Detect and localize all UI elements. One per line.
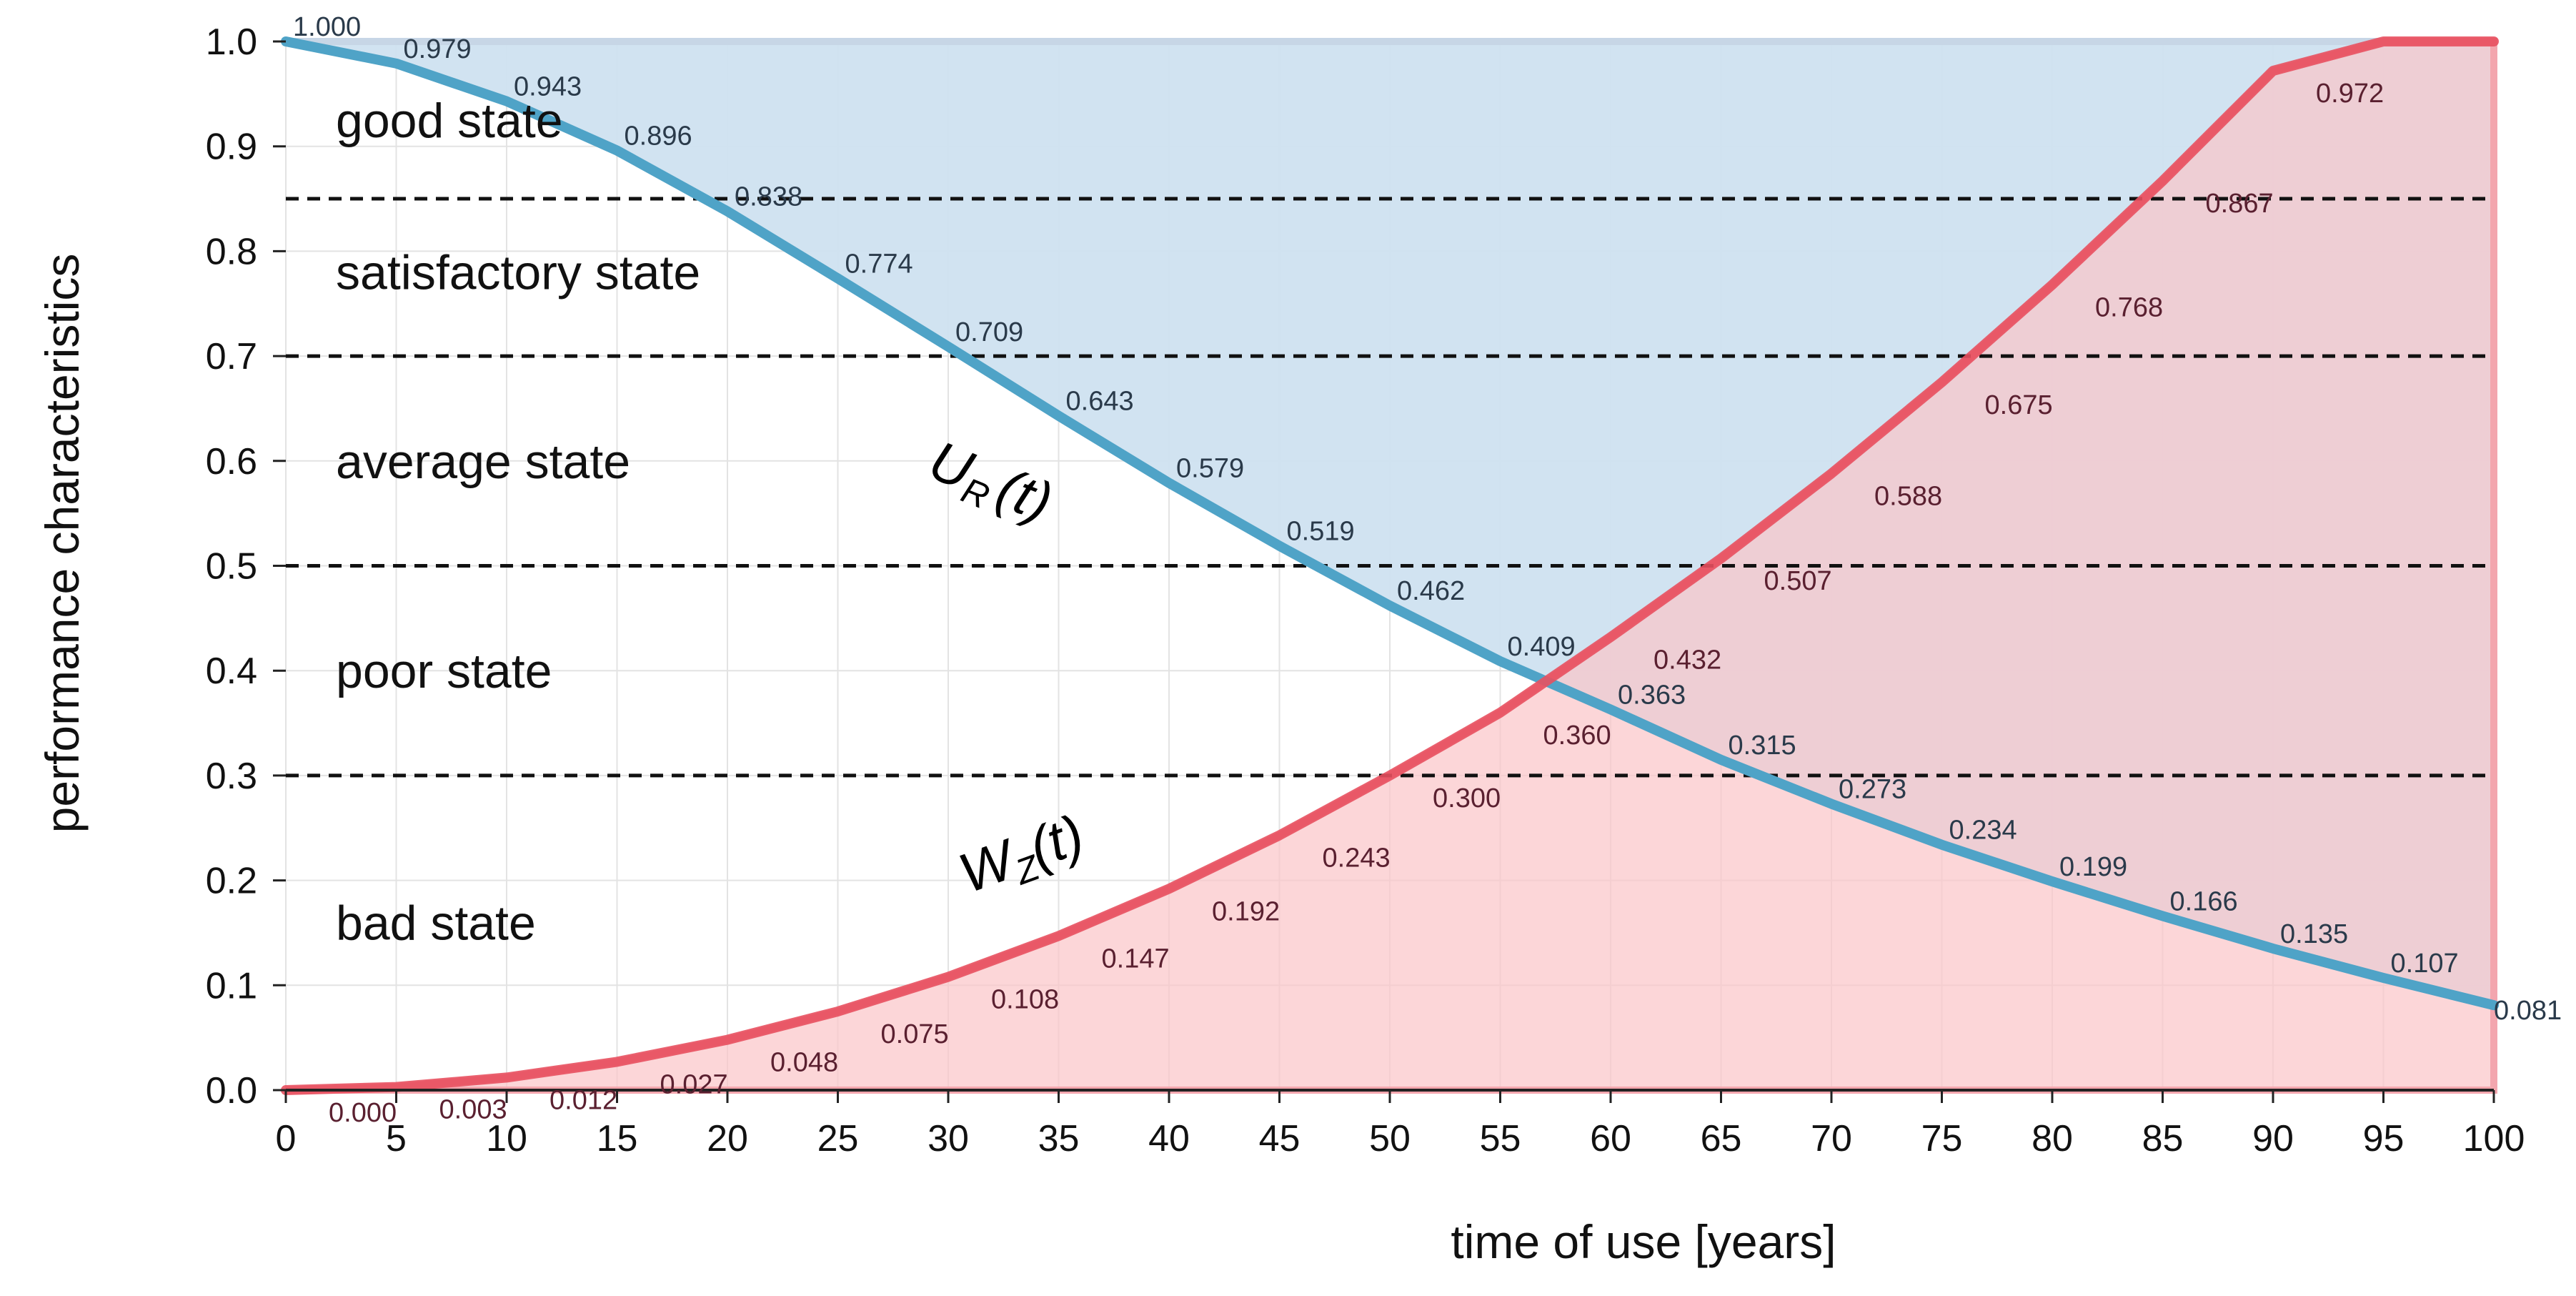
wz-curve-label: WZ(t) (951, 802, 1094, 910)
wz-data-label: 0.300 (1433, 783, 1501, 813)
ur-data-label: 0.709 (955, 317, 1023, 347)
ur-data-label: 0.081 (2494, 996, 2562, 1026)
ur-data-label: 0.979 (404, 34, 472, 64)
x-tick-label: 80 (2032, 1118, 2073, 1159)
wz-data-label: 0.012 (549, 1085, 617, 1115)
ur-data-label: 0.943 (514, 72, 582, 102)
ur-data-label: 0.107 (2391, 949, 2459, 979)
x-tick-label: 70 (1811, 1118, 1852, 1159)
ur-data-label: 0.135 (2280, 919, 2348, 949)
x-tick-label: 40 (1148, 1118, 1190, 1159)
state-labels: good state satisfactory state average stat… (336, 94, 700, 950)
y-tick-label: 1.0 (206, 21, 257, 63)
x-axis-title: time of use [years] (1451, 1215, 1836, 1268)
wz-data-label: 0.243 (1323, 844, 1391, 874)
x-tick-label: 95 (2363, 1118, 2405, 1159)
y-axis-title: performance characteristics (36, 254, 89, 834)
ur-data-label: 0.519 (1287, 517, 1355, 547)
state-label: average state (336, 435, 630, 489)
ur-data-label: 0.643 (1066, 387, 1134, 417)
series-lines (281, 36, 2499, 1095)
x-tick-label: 10 (486, 1118, 527, 1159)
wz-data-label: 0.507 (1764, 566, 1832, 596)
wz-data-label: 0.108 (991, 985, 1059, 1015)
ur-line (281, 36, 2499, 1011)
wz-data-label: 0.048 (770, 1048, 838, 1078)
state-label: satisfactory state (336, 246, 700, 300)
x-tick-label: 55 (1480, 1118, 1521, 1159)
ur-curve-label: UR(t) (919, 428, 1061, 539)
y-tick-label: 0.6 (206, 441, 257, 483)
state-label: poor state (336, 644, 552, 698)
ur-data-label: 0.234 (1949, 816, 2017, 846)
wz-data-label: 0.147 (1102, 944, 1170, 974)
wz-data-label: 0.432 (1653, 645, 1721, 675)
state-label: good state (336, 94, 563, 148)
wz-line (281, 36, 2499, 1095)
wz-data-label: 0.360 (1543, 721, 1611, 751)
y-tick-label: 0.8 (206, 231, 257, 272)
ur-data-label: 0.838 (735, 182, 802, 212)
x-tick-labels: 0 5 10 15 20 25 30 35 40 45 50 55 60 65 70 75 80 85 90 95 10… (276, 1118, 2525, 1159)
x-tick-label: 25 (817, 1118, 859, 1159)
state-label: bad state (336, 896, 536, 950)
wz-data-label: 0.075 (881, 1019, 949, 1049)
y-tick-label: 0.1 (206, 965, 257, 1006)
ur-data-label: 0.462 (1397, 576, 1465, 606)
y-tick-label: 0.2 (206, 861, 257, 902)
x-tick-label: 5 (386, 1118, 407, 1159)
x-tick-label: 0 (276, 1118, 297, 1159)
y-tick-label: 0.4 (206, 651, 257, 692)
y-tick-label: 0.5 (206, 546, 257, 588)
axes (273, 40, 2495, 1103)
y-tick-label: 0.9 (206, 127, 257, 168)
x-tick-label: 65 (1701, 1118, 1742, 1159)
x-tick-label: 50 (1369, 1118, 1411, 1159)
wz-data-label: 0.768 (2095, 292, 2163, 322)
x-tick-label: 20 (707, 1118, 748, 1159)
ur-data-label: 0.409 (1508, 632, 1576, 662)
wz-data-label: 0.000 (329, 1098, 397, 1128)
wz-data-label: 0.675 (1985, 390, 2053, 420)
ur-data-label: 0.363 (1618, 680, 1686, 710)
ur-data-label: 0.166 (2170, 886, 2238, 916)
y-tick-label: 0.0 (206, 1070, 257, 1112)
ur-data-label: 0.273 (1839, 775, 1906, 805)
wz-data-label: 0.003 (439, 1095, 507, 1125)
x-tick-label: 15 (597, 1118, 638, 1159)
x-tick-label: 60 (1590, 1118, 1631, 1159)
wz-data-label: 0.027 (660, 1069, 728, 1099)
x-tick-label: 45 (1259, 1118, 1301, 1159)
y-tick-label: 0.3 (206, 756, 257, 797)
x-tick-label: 75 (1921, 1118, 1963, 1159)
ur-data-label: 0.199 (2059, 852, 2127, 882)
x-tick-label: 85 (2142, 1118, 2184, 1159)
ur-data-label: 0.315 (1729, 731, 1796, 761)
x-tick-label: 35 (1038, 1118, 1080, 1159)
x-tick-label: 90 (2252, 1118, 2294, 1159)
wz-data-label: 0.192 (1212, 896, 1280, 926)
y-tick-labels: 0.0 0.1 0.2 0.3 0.4 0.5 0.6 0.7 0.8 0.9 1.0 (206, 21, 257, 1112)
x-tick-label: 100 (2463, 1118, 2525, 1159)
wz-data-label: 0.867 (2206, 189, 2274, 219)
x-tick-label: 30 (928, 1118, 969, 1159)
y-tick-label: 0.7 (206, 336, 257, 377)
ur-data-label: 0.579 (1176, 454, 1244, 484)
wz-data-label: 0.972 (2316, 79, 2384, 109)
ur-data-label: 0.896 (625, 122, 692, 152)
wz-data-label: 0.588 (1874, 481, 1942, 511)
data-labels: 1.000 0.979 0.943 0.896 0.838 0.774 0.709 0.643… (293, 12, 2562, 1128)
ur-data-label: 0.774 (845, 249, 913, 280)
ur-data-label: 1.000 (293, 12, 361, 42)
